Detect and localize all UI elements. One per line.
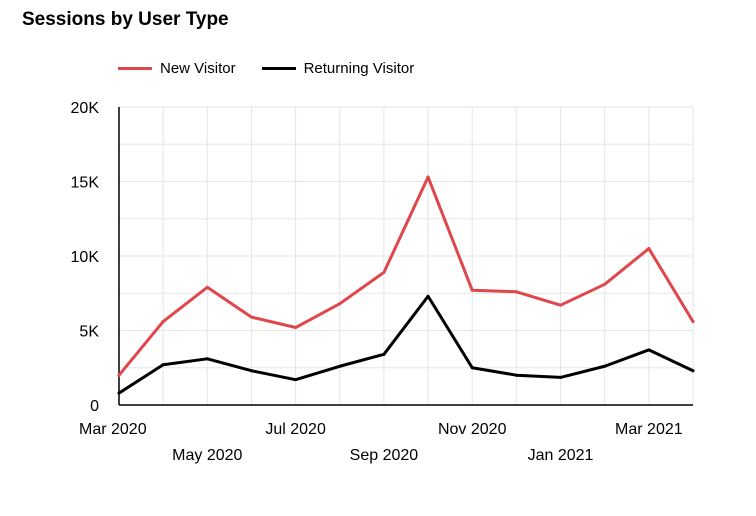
- chart-title: Sessions by User Type: [22, 9, 229, 30]
- data-point-new-visitor: [161, 320, 165, 324]
- series-line-new-visitor: [117, 175, 695, 377]
- data-point-returning-visitor: [559, 375, 563, 379]
- data-point-new-visitor: [514, 290, 518, 294]
- data-point-returning-visitor: [117, 391, 121, 395]
- legend-label-returning-visitor: Returning Visitor: [303, 60, 415, 77]
- data-point-new-visitor: [559, 303, 563, 307]
- data-point-new-visitor: [603, 282, 607, 286]
- data-point-new-visitor: [691, 320, 695, 324]
- legend-item-returning-visitor[interactable]: Returning Visitor: [261, 60, 415, 77]
- legend-swatch-new-visitor: [118, 67, 152, 70]
- data-point-returning-visitor: [161, 363, 165, 367]
- x-tick-label: Jul 2020: [265, 421, 326, 438]
- data-point-returning-visitor: [338, 364, 342, 368]
- x-tick-label: Mar 2021: [615, 421, 683, 438]
- data-point-returning-visitor: [205, 357, 209, 361]
- y-tick-label: 20K: [71, 100, 100, 117]
- data-point-new-visitor: [205, 285, 209, 289]
- data-point-new-visitor: [338, 302, 342, 306]
- data-point-new-visitor: [249, 315, 253, 319]
- data-point-new-visitor: [647, 247, 651, 251]
- y-tick-label: 5K: [79, 324, 99, 341]
- x-tick-label: Sep 2020: [350, 447, 419, 464]
- series-line-returning-visitor: [117, 294, 695, 395]
- x-tick-label: Mar 2020: [79, 421, 147, 438]
- data-point-returning-visitor: [382, 352, 386, 356]
- x-tick-label: May 2020: [172, 447, 242, 464]
- legend-item-new-visitor[interactable]: New Visitor: [118, 60, 236, 77]
- data-point-new-visitor: [470, 288, 474, 292]
- data-point-returning-visitor: [249, 369, 253, 373]
- chart-legend: New Visitor Returning Visitor: [118, 60, 440, 77]
- data-point-returning-visitor: [603, 364, 607, 368]
- data-point-returning-visitor: [294, 378, 298, 382]
- data-point-returning-visitor: [647, 348, 651, 352]
- data-point-returning-visitor: [426, 294, 430, 298]
- y-tick-label: 15K: [71, 175, 100, 192]
- y-tick-label: 0: [90, 398, 99, 415]
- data-point-returning-visitor: [470, 366, 474, 370]
- legend-swatch-returning-visitor: [261, 67, 296, 70]
- data-point-new-visitor: [117, 373, 121, 377]
- data-point-new-visitor: [294, 326, 298, 330]
- legend-label-new-visitor: New Visitor: [160, 60, 236, 77]
- data-point-returning-visitor: [691, 369, 695, 373]
- x-tick-label: Nov 2020: [438, 421, 507, 438]
- data-point-new-visitor: [382, 270, 386, 274]
- data-point-new-visitor: [426, 175, 430, 179]
- data-point-returning-visitor: [514, 373, 518, 377]
- y-tick-label: 10K: [71, 249, 100, 266]
- x-tick-label: Jan 2021: [528, 447, 594, 464]
